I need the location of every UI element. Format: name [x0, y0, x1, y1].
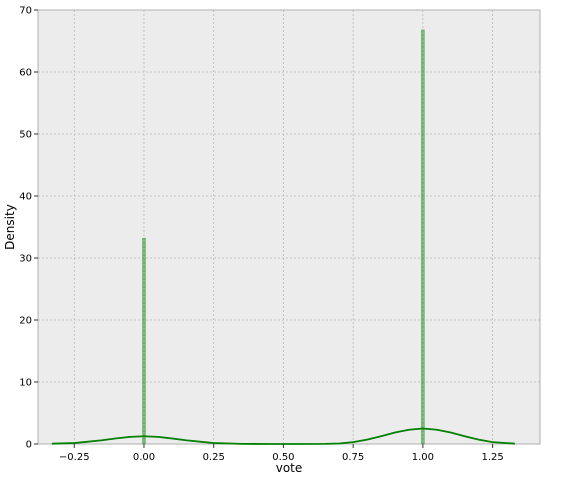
x-tick-label: 1.25 — [481, 452, 503, 463]
grid — [38, 9, 540, 444]
y-tick-label: 30 — [19, 254, 32, 265]
y-tick-label: 40 — [19, 192, 32, 203]
y-tick-label: 20 — [19, 316, 32, 327]
y-tick-label: 50 — [19, 130, 32, 141]
x-tick-label: 0.50 — [272, 452, 294, 463]
x-axis-label: vote — [276, 461, 303, 475]
x-tick-label: −0.25 — [59, 452, 90, 463]
histogram-bar — [142, 237, 146, 445]
kde-curve-group — [51, 427, 515, 445]
y-axis-label: Density — [3, 204, 17, 250]
x-tick-label: 1.00 — [412, 452, 434, 463]
y-tick-label: 70 — [19, 6, 32, 17]
y-tick-label: 0 — [26, 440, 32, 451]
x-tick-label: 0.00 — [133, 452, 155, 463]
plot-background — [37, 9, 541, 445]
axes: −0.25 0.00 0.25 0.50 0.75 1.00 1.25 0 10 20 30 40 50… — [19, 6, 503, 464]
x-tick-label: 0.25 — [203, 452, 225, 463]
y-tick-label: 10 — [19, 378, 32, 389]
kde-curve — [51, 427, 515, 445]
y-tick-label: 60 — [19, 68, 32, 79]
histogram-bar — [420, 29, 425, 445]
x-tick-label: 0.75 — [342, 452, 364, 463]
